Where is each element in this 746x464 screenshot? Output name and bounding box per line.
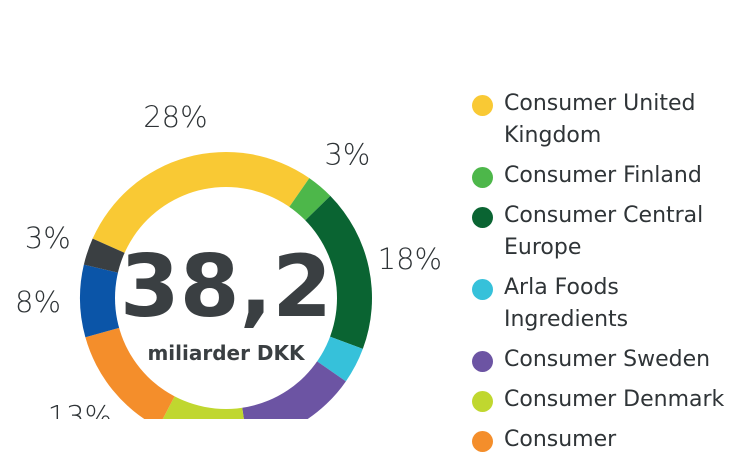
legend-item: Consumer Finland <box>472 160 746 192</box>
slice-label: 8% <box>15 285 61 319</box>
legend-swatch <box>472 391 493 412</box>
legend-label: Consumer Central Europe <box>504 203 704 260</box>
donut-hole <box>115 187 337 409</box>
legend-swatch <box>472 351 493 372</box>
legend-item: Arla Foods Ingredients <box>472 272 746 336</box>
legend-item: Consumer United Kingdom <box>472 88 746 152</box>
legend-swatch <box>472 431 493 452</box>
legend-label: Consumer <box>504 427 617 452</box>
slice-label: 3% <box>25 221 71 255</box>
slice-label: 13% <box>48 399 112 419</box>
legend-swatch <box>472 167 493 188</box>
legend: Consumer United Kingdom Consumer Finland C… <box>472 88 746 464</box>
legend-label: Consumer Sweden <box>504 347 711 372</box>
center-value: 38,2 <box>120 237 332 337</box>
legend-swatch <box>472 95 493 116</box>
legend-label: Consumer Denmark <box>504 387 725 412</box>
legend-label: Consumer Finland <box>504 163 702 188</box>
legend-item: Consumer <box>472 424 746 456</box>
legend-item: Consumer Central Europe <box>472 200 746 264</box>
legend-item: Consumer Sweden <box>472 344 746 376</box>
slice-label: 28% <box>143 100 207 134</box>
slice-label: 18% <box>378 242 442 276</box>
legend-label: Arla Foods Ingredients <box>504 275 629 332</box>
center-unit: miliarder DKK <box>147 341 306 365</box>
legend-item: Consumer Denmark <box>472 384 746 416</box>
slice-label: 3% <box>324 137 370 171</box>
donut-chart: 38,2 miliarder DKK 28% 3% 18% 13% 8% 3% <box>15 100 442 419</box>
legend-swatch <box>472 279 493 300</box>
legend-swatch <box>472 207 493 228</box>
legend-label: Consumer United Kingdom <box>504 91 696 148</box>
